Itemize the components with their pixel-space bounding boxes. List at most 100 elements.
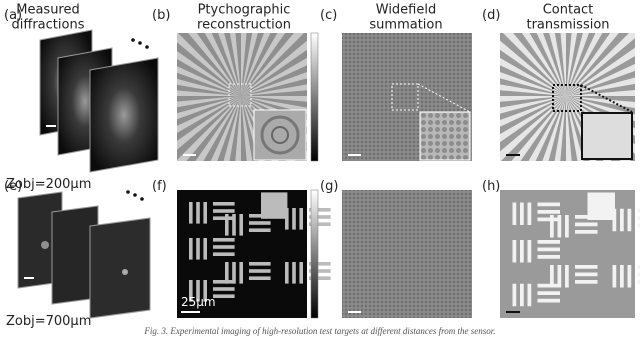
spoke xyxy=(566,33,583,96)
target-bar xyxy=(299,262,303,284)
target-bar xyxy=(537,283,560,288)
target-bar xyxy=(637,272,640,277)
target-bar xyxy=(225,262,229,284)
target-bar xyxy=(249,221,271,225)
target-bar xyxy=(537,240,560,244)
zobj-label: Zobj=200μm xyxy=(6,177,91,192)
spoke xyxy=(241,96,253,161)
target-bar xyxy=(213,216,235,220)
panel-title: Ptychographic xyxy=(198,3,291,18)
spoke xyxy=(566,33,572,96)
target-bar xyxy=(309,269,331,273)
target-bar xyxy=(213,245,235,249)
spoke xyxy=(235,96,241,161)
spoke xyxy=(177,96,241,150)
target-bar xyxy=(292,208,296,230)
target-bar xyxy=(612,265,617,288)
spoke xyxy=(241,33,271,96)
spoke xyxy=(535,96,566,161)
target-bar xyxy=(249,269,271,273)
target-bar xyxy=(189,238,193,260)
spoke xyxy=(204,33,241,96)
colorbar xyxy=(310,32,319,162)
target-bar xyxy=(512,240,517,263)
spoke xyxy=(500,49,566,96)
spoke xyxy=(500,78,566,96)
target-bar xyxy=(232,262,236,284)
target-bar xyxy=(309,276,331,280)
target-bar xyxy=(249,276,271,280)
target-bar xyxy=(575,222,598,227)
panel-title: Measured xyxy=(16,3,80,18)
target-bar xyxy=(527,240,532,263)
target-bar xyxy=(520,240,524,263)
spoke xyxy=(177,96,241,161)
panel-title: transmission xyxy=(526,18,609,33)
target-bar xyxy=(627,265,632,288)
target-bar xyxy=(309,262,331,266)
panel-label: (c) xyxy=(320,8,337,23)
panel-label: (g) xyxy=(320,179,338,194)
target-bar xyxy=(550,215,554,238)
spoke xyxy=(566,70,635,96)
target-bar xyxy=(637,280,640,284)
target-bar xyxy=(213,238,235,242)
spoke xyxy=(177,96,241,133)
spoke xyxy=(210,96,241,161)
target-square xyxy=(261,192,288,219)
target-bar xyxy=(213,280,235,284)
panel-label: (d) xyxy=(482,8,500,23)
target-bar xyxy=(620,265,624,288)
spoke xyxy=(566,96,635,115)
spoke xyxy=(500,96,566,121)
target-bar xyxy=(557,265,562,288)
spoke xyxy=(560,96,566,161)
scale-label: 25μm xyxy=(181,295,216,309)
spoke xyxy=(566,83,635,96)
spoke xyxy=(177,96,241,120)
target-bar xyxy=(196,280,200,302)
spoke xyxy=(566,33,596,96)
spoke xyxy=(241,40,307,96)
target-bar xyxy=(213,287,235,291)
target-bar xyxy=(213,294,235,298)
target-bar xyxy=(299,208,303,230)
target-bar xyxy=(196,238,200,260)
panel-title: Widefield xyxy=(376,3,436,18)
spoke xyxy=(223,96,241,161)
spoke xyxy=(241,33,258,96)
caption: Fig. 3. Experimental imaging of high-res… xyxy=(143,326,495,336)
spoke xyxy=(241,71,307,96)
panel-title: Contact xyxy=(543,3,594,18)
target-bar xyxy=(203,280,207,302)
target-bar xyxy=(309,208,331,212)
spoke xyxy=(566,96,635,103)
target-bar xyxy=(537,247,560,252)
target-bar xyxy=(203,202,207,224)
target-bar xyxy=(213,252,235,256)
panel-label: (b) xyxy=(152,8,170,23)
target-bar xyxy=(575,265,598,269)
spoke xyxy=(177,66,241,96)
target-bar xyxy=(637,208,640,213)
spoke xyxy=(566,38,635,96)
spoke xyxy=(500,96,566,152)
target-bar xyxy=(550,265,554,288)
target-bar xyxy=(309,215,331,219)
diffraction-stack-top xyxy=(39,29,159,173)
target-bar xyxy=(557,215,562,238)
spoke xyxy=(500,33,566,96)
spoke xyxy=(548,96,566,161)
spoke xyxy=(566,96,578,161)
spoke xyxy=(500,90,566,96)
target-bar xyxy=(537,255,560,259)
target-bar xyxy=(225,214,229,236)
spoke xyxy=(566,33,629,96)
diffraction-stack-bottom xyxy=(17,190,151,319)
panel-label: (a) xyxy=(4,8,22,23)
spoke xyxy=(177,96,241,108)
spoke xyxy=(177,33,241,96)
target-bar xyxy=(575,230,598,234)
target-bar xyxy=(575,272,598,277)
